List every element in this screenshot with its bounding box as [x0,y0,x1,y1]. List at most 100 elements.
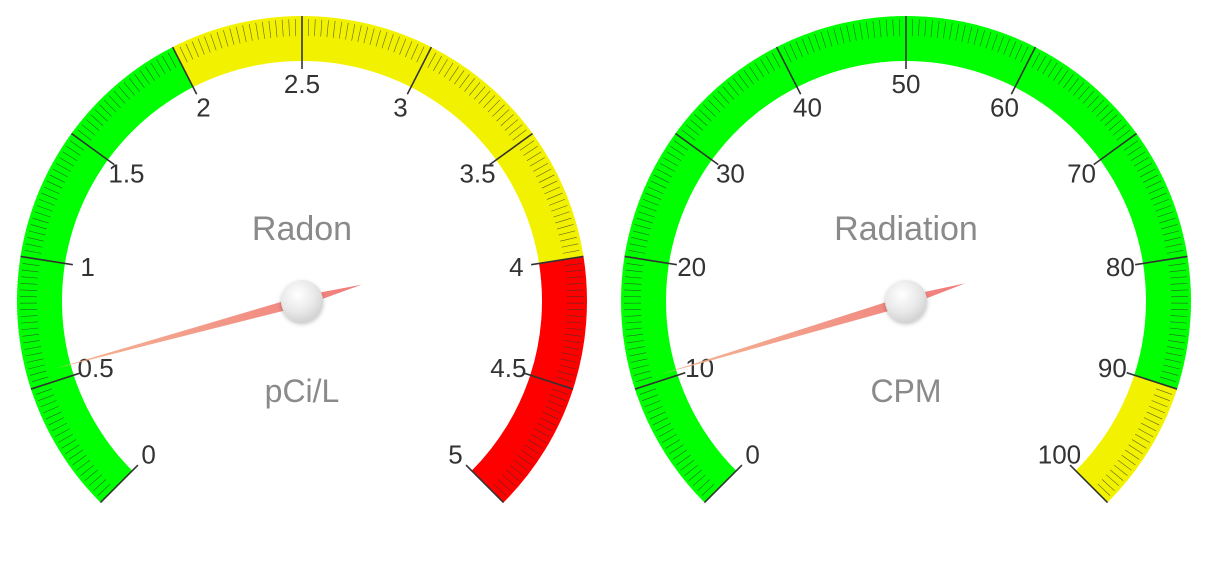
radon-minor-tick [369,28,375,45]
radon-minor-tick [26,358,44,363]
radiation-minor-tick [627,340,644,344]
radon-minor-tick [28,230,46,236]
radiation-minor-tick [973,28,979,45]
radiation-minor-tick [1047,62,1058,78]
radon-minor-tick [20,282,38,285]
radon-major-tick [70,132,115,166]
radiation-minor-tick [918,19,920,37]
radon-minor-tick [538,174,555,183]
radon-minor-tick [526,151,542,162]
radiation-minor-tick [1105,474,1120,487]
radiation-minor-tick [749,66,760,81]
radiation-minor-tick [656,168,672,178]
radiation-minor-tick [1168,263,1186,267]
radon-minor-tick [210,34,217,51]
radiation-minor-tick [1100,109,1114,122]
radiation-minor-tick [707,99,721,113]
radon-minor-tick [51,422,67,432]
radon-minor-tick [564,333,582,337]
radiation-minor-tick [624,282,642,285]
radiation-minor-tick [1134,433,1150,443]
radon-minor-tick [399,38,407,55]
radiation-minor-tick [722,86,735,100]
radon-minor-tick [52,168,68,178]
radiation-minor-tick [924,19,927,37]
radiation-minor-tick [1137,162,1153,172]
radon-minor-tick [59,157,75,167]
radon-minor-tick [20,315,38,317]
radiation-minor-tick [1121,454,1136,466]
radon-minor-tick [179,46,188,63]
radon-minor-tick [530,433,546,443]
radiation-minor-tick [649,411,666,420]
radiation-minor-tick [879,20,882,38]
radon-minor-tick [35,388,53,395]
radon-minor-tick [62,151,78,162]
radiation-minor-tick [1009,41,1017,58]
radiation-minor-tick [703,104,716,117]
radon-minor-tick [448,66,459,81]
radiation-minor-tick [717,90,730,104]
radon-minor-tick [41,192,58,200]
radiation-minor-tick [1148,186,1165,195]
radiation-minor-tick [1031,52,1041,68]
radon-minor-tick [433,55,442,71]
radiation-minor-tick [625,269,643,273]
radiation-minor-tick [801,38,809,55]
radiation-major-tick [1093,132,1138,166]
radon-minor-tick [20,309,38,311]
radon-major-tick [489,132,534,166]
radon-minor-tick [281,19,284,37]
radon-minor-tick [229,28,235,45]
radon-minor-tick [216,32,223,49]
radon-minor-tick [49,174,66,183]
radiation-minor-tick [1160,224,1178,230]
radon-minor-tick [410,43,419,60]
radiation-minor-tick [1063,73,1074,89]
radiation-tick-label: 70 [1067,158,1096,188]
radiation-minor-tick [1168,333,1186,337]
radon-minor-tick [561,352,579,357]
radiation-minor-tick [865,21,869,39]
radon-minor-tick [99,104,112,117]
radon-needle-hub [281,280,323,322]
radon-major-tick [465,464,505,504]
radiation-minor-tick [1091,99,1105,113]
radon-minor-tick [438,59,448,75]
radiation-minor-tick [859,22,863,40]
radiation-minor-tick [949,22,953,40]
radiation-tick-label: 90 [1098,353,1127,383]
radiation-minor-tick [1170,282,1188,285]
radiation-minor-tick [653,174,670,183]
radiation-minor-tick [1169,276,1187,279]
radiation-minor-tick [985,32,992,49]
radon-minor-tick [167,52,177,68]
radon-minor-tick [32,217,49,224]
radon-minor-tick [519,140,535,151]
radon-minor-tick [88,474,103,487]
radon-tick-label: 1.5 [108,158,144,188]
radiation-minor-tick [694,114,708,126]
radon-minor-tick [564,340,581,344]
radon-minor-tick [541,180,558,189]
radon-minor-tick [492,104,505,117]
radiation-minor-tick [631,237,648,242]
radiation-minor-tick [697,479,711,492]
radon-minor-tick [80,464,95,476]
radiation-minor-tick [676,454,691,466]
radon-minor-tick [90,114,104,126]
radiation-minor-tick [712,95,725,109]
radiation-minor-tick [1169,269,1187,273]
radiation-minor-tick [640,205,657,212]
radiation-minor-tick [1108,119,1123,131]
radiation-minor-tick [666,151,682,162]
radiation-minor-tick [680,459,695,471]
radiation-minor-tick [997,36,1004,53]
radiation-minor-tick [1096,104,1109,117]
radon-minor-tick [25,352,43,357]
radon-minor-tick [191,41,199,58]
radiation-minor-tick [626,263,644,267]
radon-minor-tick [84,469,99,481]
radiation-minor-tick [1003,38,1011,55]
radon-minor-tick [43,186,60,195]
